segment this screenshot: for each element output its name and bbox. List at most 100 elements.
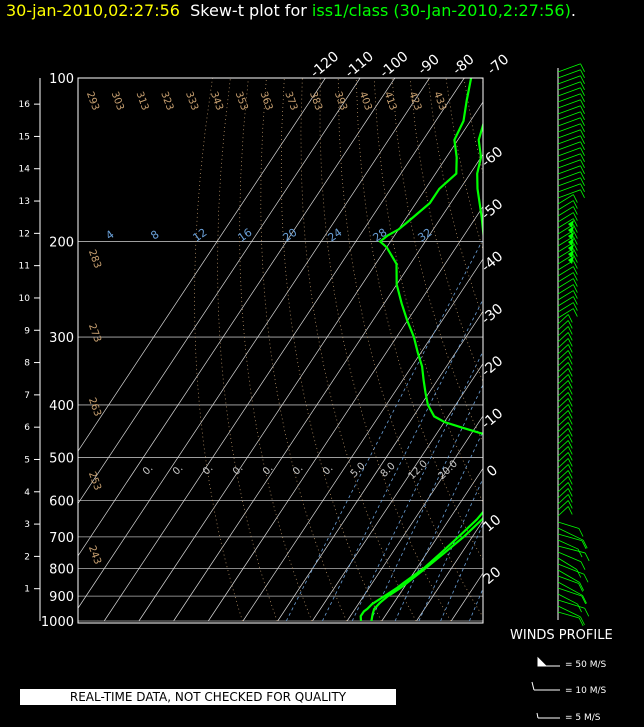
wind-barb [557, 75, 581, 85]
wind-barb [557, 206, 574, 217]
wind-barb [557, 557, 577, 570]
wind-barb [557, 605, 581, 618]
wind-barb [557, 587, 582, 597]
wind-barb-flag [577, 548, 583, 558]
dry-adiabat-lines [194, 78, 644, 622]
wind-barb-flag [580, 616, 585, 626]
wind-barb [557, 314, 569, 325]
wind-barb [557, 284, 574, 295]
height-tick-label: 16 [19, 100, 31, 110]
wind-barb [557, 302, 574, 313]
isotherm-lines [78, 78, 483, 622]
mixing-ratio-label: 20.0 [436, 458, 460, 482]
dry-adiabat-line [500, 78, 644, 621]
mixing-ratio-lines [285, 241, 483, 622]
wind-barb-flag [567, 338, 573, 347]
wind-barb-flag [567, 446, 573, 455]
legend-barb-5-icon [536, 712, 560, 719]
wind-barb-flag [577, 603, 582, 613]
height-tick-label: 9 [24, 326, 30, 336]
wind-barb-flag [580, 561, 586, 570]
wind-barb-flag [582, 540, 588, 549]
wind-barb-flag [567, 488, 573, 497]
isotherm-line [312, 363, 483, 622]
height-tick-label: 7 [24, 391, 30, 401]
wind-barb-flag [567, 386, 573, 395]
plot-label: Skew-t plot for [190, 1, 307, 20]
wind-barb-flag [567, 494, 573, 503]
wind-barb-flag [580, 69, 585, 78]
wind-barb [557, 93, 581, 103]
dry-adiabat-line [194, 78, 243, 622]
wind-barb [557, 368, 569, 379]
wind-barb-flag [580, 171, 585, 180]
isotherm-label: 20 [480, 564, 504, 588]
temperature-trace [370, 121, 483, 622]
wind-barb-flag [580, 105, 585, 114]
wind-barb-flag [567, 320, 573, 329]
isotherm-line [78, 78, 430, 609]
wind-barb [557, 117, 581, 127]
wind-barb-flag [580, 117, 585, 126]
wind-barb [557, 308, 574, 319]
wind-barb [557, 404, 569, 415]
isotherm-label: -70 [484, 51, 512, 78]
wind-barb [557, 488, 569, 499]
wind-barb-flag [572, 218, 578, 227]
dry-adiabat-line [300, 78, 417, 622]
wind-barb [557, 611, 580, 619]
wind-barb-flag [580, 93, 585, 102]
wind-barb-flag [567, 482, 573, 491]
wind-barb [557, 326, 569, 337]
dry-adiabat-line [319, 78, 452, 622]
wind-barb-flag [572, 224, 578, 233]
mixing-ratio-label: 4 [103, 228, 116, 243]
wind-barb-flag [580, 141, 585, 150]
wind-barb-flag [580, 99, 585, 108]
winds-profile [557, 63, 590, 627]
wind-barb [557, 81, 581, 91]
mixing-ratio-line [285, 241, 483, 622]
wind-barb [557, 350, 569, 361]
isotherm-line [78, 78, 396, 557]
wind-barb [557, 428, 569, 439]
wind-barb [557, 194, 574, 205]
wind-barb [557, 422, 569, 433]
wind-barb [557, 458, 569, 469]
isotherm-label: -100 [377, 49, 412, 82]
wind-barb [557, 482, 569, 493]
wind-barb [557, 165, 581, 175]
mixing-ratio-label: 0. [141, 463, 156, 478]
wind-barb [557, 464, 569, 475]
mixing-ratio-label: 0. [291, 463, 306, 478]
winds-profile-title: WINDS PROFILE [510, 628, 613, 643]
wind-barb-flag [580, 81, 585, 90]
height-tick-label: 15 [19, 132, 30, 142]
wind-barb-flag [584, 608, 590, 617]
wind-barb-flag [572, 236, 578, 245]
wind-barb [557, 356, 569, 367]
wind-barb [557, 545, 586, 554]
wind-barb [557, 374, 569, 385]
wind-barb-flag [572, 284, 578, 293]
wind-barb [557, 189, 581, 199]
wind-barb [557, 200, 574, 211]
wind-barb-flag [572, 194, 578, 203]
wind-barb-flag [580, 153, 585, 162]
wind-barb [557, 470, 569, 481]
legend-label-5: = 5 M/S [565, 713, 601, 723]
wind-barb-flag [567, 464, 573, 473]
wind-barb [557, 440, 569, 451]
wind-barb [557, 320, 569, 331]
mixing-ratio-line [351, 350, 483, 622]
isotherm-label: 10 [480, 512, 504, 536]
wind-barb-flag [572, 212, 578, 221]
wind-barb [557, 500, 569, 511]
source-label: iss1/class (30-Jan-2010,2:27:56) [311, 1, 571, 20]
wind-barb-flag [572, 266, 578, 275]
wind-barb [557, 266, 574, 277]
wind-barb [557, 398, 569, 409]
wind-barb-flag [580, 189, 585, 198]
mixing-ratio-label: 0. [201, 463, 216, 478]
